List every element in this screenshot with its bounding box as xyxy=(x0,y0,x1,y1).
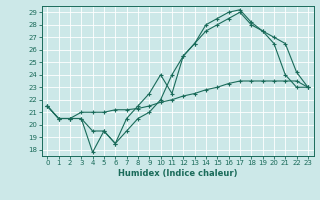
X-axis label: Humidex (Indice chaleur): Humidex (Indice chaleur) xyxy=(118,169,237,178)
